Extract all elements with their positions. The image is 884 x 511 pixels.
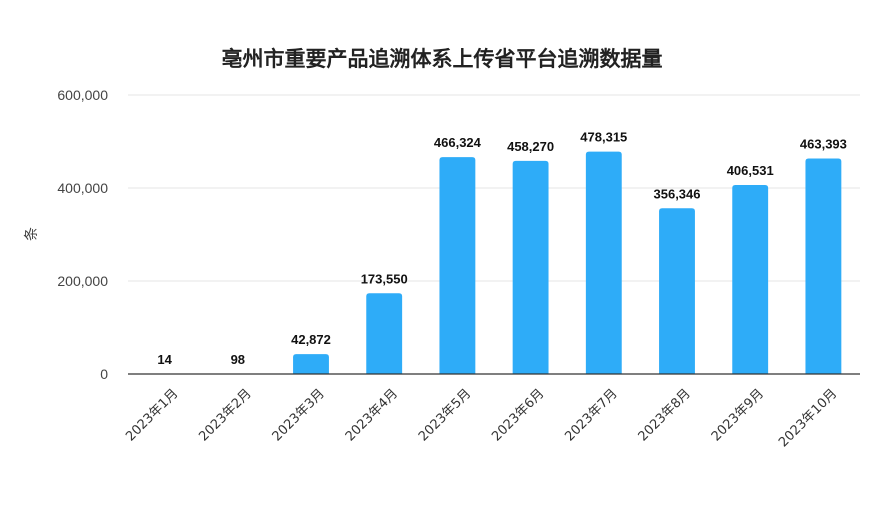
bar [659,208,695,374]
data-labels: 14 98 42,872 173,550 466,324 458,270 478,315 35… [157,130,847,367]
bars [146,151,842,374]
data-label: 466,324 [434,135,482,150]
data-label: 406,531 [727,163,774,178]
bar [293,354,329,374]
bar [732,184,769,374]
x-tick-label: 2023年6月 [489,386,547,444]
x-tick-label: 2023年9月 [709,386,767,444]
bar [439,157,476,374]
x-tick-label: 2023年4月 [343,386,401,444]
x-tick-label: 2023年2月 [196,386,254,444]
data-label: 173,550 [361,271,408,286]
data-label: 98 [231,352,245,367]
y-axis-ticks: 0 200,000 400,000 600,000 [57,87,108,382]
x-tick-label: 2023年8月 [636,386,694,444]
y-tick-label: 0 [100,366,108,382]
x-tick-label: 2023年3月 [270,386,328,444]
data-label: 458,270 [507,139,554,154]
bar [585,151,622,374]
y-axis-label: 条 [23,227,40,241]
x-axis-ticks: 2023年1月 2023年2月 2023年3月 2023年4月 2023年5月 2023年… [123,386,840,450]
y-tick-label: 400,000 [57,180,108,196]
data-label: 14 [157,352,172,367]
y-tick-label: 600,000 [57,87,108,103]
x-tick-label: 2023年10月 [776,386,840,450]
data-label: 356,346 [654,186,701,201]
y-tick-label: 200,000 [57,273,108,289]
bar [366,293,403,374]
x-tick-label: 2023年7月 [562,386,620,444]
data-label: 42,872 [291,332,331,347]
bar [512,160,549,374]
data-label: 478,315 [580,130,627,145]
chart-title: 亳州市重要产品追溯体系上传省平台追溯数据量 [222,47,663,71]
data-label: 463,393 [800,137,847,152]
x-tick-label: 2023年1月 [123,386,181,444]
bar [805,158,842,374]
x-tick-label: 2023年5月 [416,386,474,444]
